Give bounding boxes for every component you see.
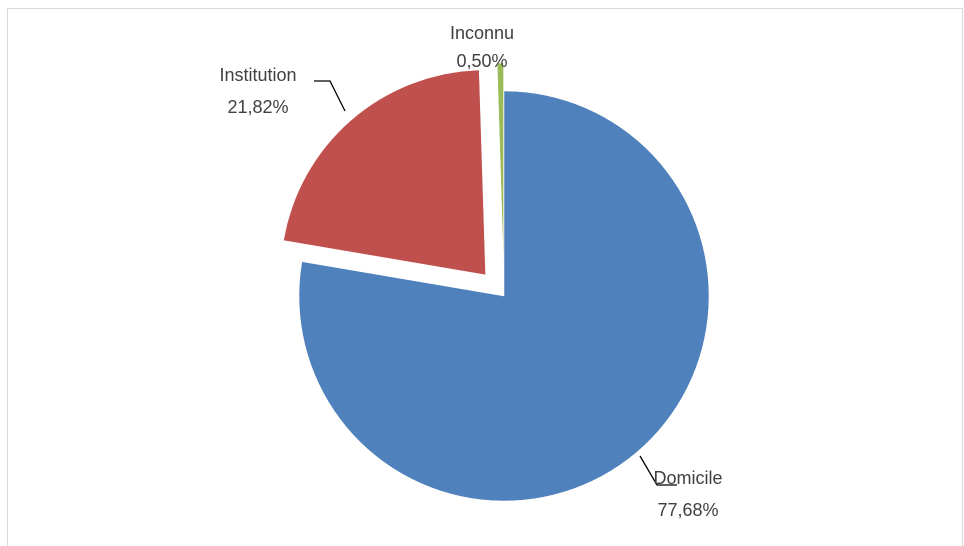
slice-label-domicile: Domicile — [653, 468, 722, 488]
pie-slices — [283, 62, 710, 502]
leader-line-institution — [314, 80, 346, 112]
slice-value-domicile: 77,68% — [657, 500, 718, 520]
leader-line-domicile — [639, 455, 677, 486]
slice-value-inconnu: 0,50% — [456, 51, 507, 71]
slice-label-inconnu: Inconnu — [450, 23, 514, 43]
slice-label-institution: Institution — [219, 65, 296, 85]
pie-slice-domicile — [298, 90, 710, 502]
pie-slice-inconnu — [496, 62, 504, 269]
slice-labels: Domicile 77,68% Institution 21,82% Inconnu 0,… — [219, 23, 722, 520]
chart-area — [7, 8, 963, 546]
slice-value-institution: 21,82% — [227, 97, 288, 117]
leader-lines — [314, 80, 677, 486]
pie-slice-institution — [283, 69, 486, 276]
